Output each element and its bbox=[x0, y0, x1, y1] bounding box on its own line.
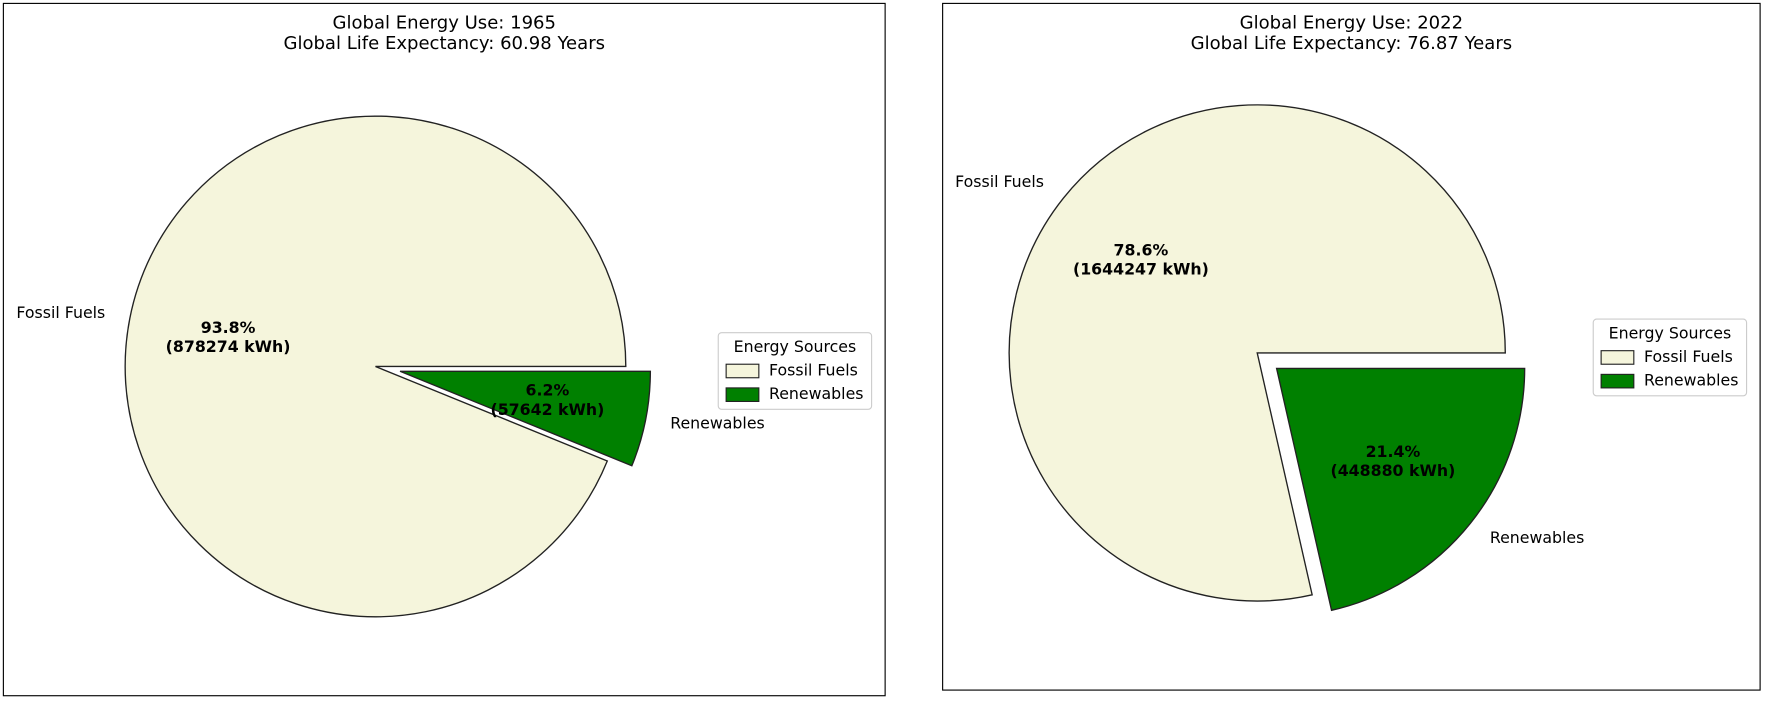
legend-label: Renewables bbox=[769, 384, 863, 403]
legend-title: Energy Sources bbox=[1609, 323, 1732, 342]
legend-label: Renewables bbox=[1644, 371, 1739, 390]
legend: Energy Sources Fossil Fuels Renewables bbox=[717, 332, 873, 410]
pie-slice bbox=[1008, 104, 1506, 602]
legend-label: Fossil Fuels bbox=[1644, 347, 1733, 366]
chart-subtitle: Global Life Expectancy: 76.87 Years bbox=[1191, 33, 1513, 54]
legend-swatch bbox=[725, 387, 760, 402]
percent-label: 78.6% bbox=[1114, 241, 1169, 260]
legend-title: Energy Sources bbox=[734, 337, 857, 356]
percent-label: 21.4% bbox=[1366, 442, 1421, 461]
value-label: (448880 kWh) bbox=[1331, 461, 1456, 480]
legend-swatch bbox=[1600, 350, 1635, 365]
legend-swatch bbox=[725, 363, 760, 379]
legend-label: Fossil Fuels bbox=[769, 360, 858, 379]
legend-swatch bbox=[1600, 373, 1635, 389]
chart-title: Global Energy Use: 2022 bbox=[1240, 13, 1464, 34]
chart-subtitle: Global Life Expectancy: 60.98 Years bbox=[283, 33, 605, 54]
percent-label: 93.8% bbox=[201, 318, 256, 337]
pie-slice bbox=[124, 115, 627, 618]
pie-slice bbox=[1275, 367, 1526, 612]
value-label: (1644247 kWh) bbox=[1073, 260, 1209, 279]
percent-label: 6.2% bbox=[526, 381, 570, 400]
value-label: (878274 kWh) bbox=[166, 337, 291, 356]
slice-label: Fossil Fuels bbox=[955, 172, 1044, 191]
chart-title: Global Energy Use: 1965 bbox=[333, 13, 556, 34]
slice-label: Fossil Fuels bbox=[16, 303, 105, 322]
value-label: (57642 kWh) bbox=[490, 400, 604, 419]
slice-label: Renewables bbox=[1490, 528, 1585, 547]
slice-label: Renewables bbox=[670, 414, 765, 433]
legend: Energy Sources Fossil Fuels Renewables bbox=[1592, 318, 1748, 397]
pie-slice bbox=[399, 370, 652, 467]
